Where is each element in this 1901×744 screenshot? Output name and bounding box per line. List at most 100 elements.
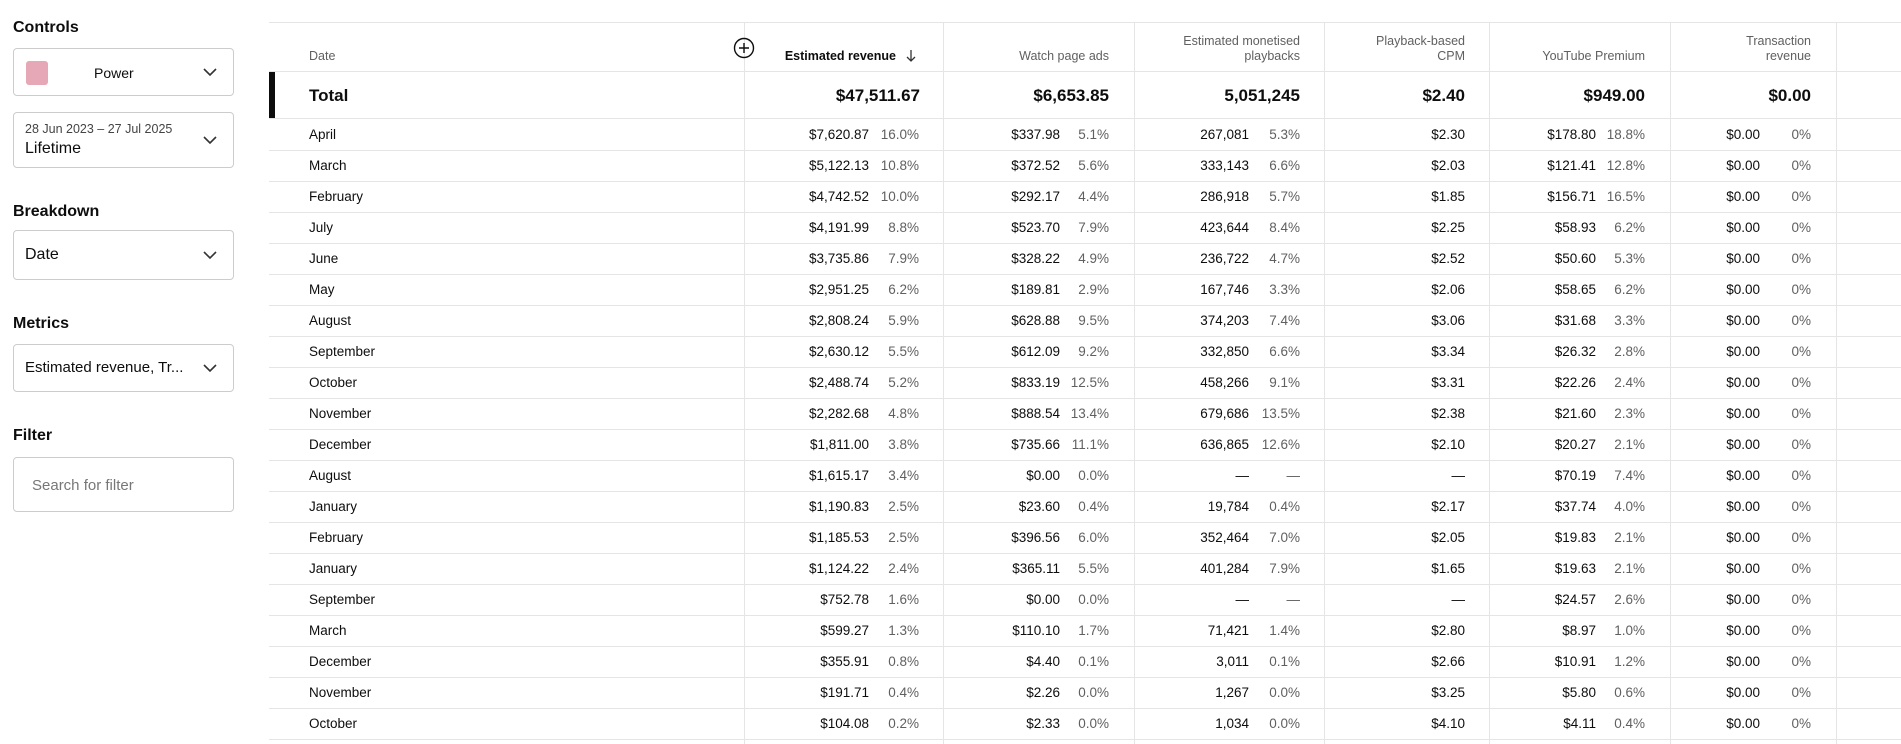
row-value: $2.30 <box>1431 127 1465 142</box>
channel-select[interactable]: Power <box>13 48 234 96</box>
row-value: $31.68 <box>1554 313 1596 328</box>
column-divider <box>1670 22 1671 744</box>
row-border <box>269 429 1901 430</box>
row-date: March <box>309 623 347 638</box>
row-percent: 8.4% <box>1269 220 1300 235</box>
row-value: $2.06 <box>1431 282 1465 297</box>
row-percent: 1.0% <box>1614 623 1645 638</box>
row-value: $833.19 <box>1011 375 1060 390</box>
row-value: $2.38 <box>1431 406 1465 421</box>
row-value: $1.85 <box>1431 189 1465 204</box>
header-cell[interactable]: Transaction revenue <box>1746 34 1811 63</box>
row-percent: 11.1% <box>1071 437 1109 452</box>
row-percent: 0.0% <box>1269 716 1300 731</box>
row-percent: 0.1% <box>1269 654 1300 669</box>
row-value: $0.00 <box>1726 282 1760 297</box>
header-date: Date <box>309 49 336 63</box>
row-date: January <box>309 499 358 514</box>
row-percent: 16.5% <box>1606 189 1645 204</box>
row-value: $2,282.68 <box>808 406 869 421</box>
row-date: September <box>309 592 376 607</box>
row-date: February <box>309 530 364 545</box>
row-date: December <box>309 654 372 669</box>
row-percent: 5.6% <box>1078 158 1109 173</box>
chevron <box>203 68 217 77</box>
row-value: $2,630.12 <box>808 344 869 359</box>
row-date: October <box>309 375 358 390</box>
row-value: $10.91 <box>1554 654 1596 669</box>
row-percent: 12.8% <box>1606 158 1645 173</box>
row-value: $4.10 <box>1431 716 1465 731</box>
row-value: $2.80 <box>1431 623 1465 638</box>
row-date: August <box>309 468 352 483</box>
row-percent: 0% <box>1791 592 1811 607</box>
row-percent: 4.9% <box>1078 251 1109 266</box>
row-percent: 1.4% <box>1269 623 1300 638</box>
row-value: 267,081 <box>1200 127 1249 142</box>
header-cell[interactable]: Watch page ads <box>1019 49 1109 63</box>
metrics-select[interactable]: Estimated revenue, Tr... <box>13 344 234 392</box>
row-value: $0.00 <box>1726 344 1760 359</box>
row-percent: 2.1% <box>1614 437 1645 452</box>
row-value: $0.00 <box>1726 189 1760 204</box>
row-value: 374,203 <box>1200 313 1249 328</box>
row-percent: 5.5% <box>1078 561 1109 576</box>
row-value: $2,951.25 <box>808 282 869 297</box>
row-percent: 7.0% <box>1269 530 1300 545</box>
row-value: $178.80 <box>1547 127 1596 142</box>
row-percent: 2.6% <box>1614 592 1645 607</box>
row-percent: 0% <box>1791 189 1811 204</box>
row-value: $0.00 <box>1726 220 1760 235</box>
row-value: $19.63 <box>1554 561 1596 576</box>
row-value: $0.00 <box>1026 592 1060 607</box>
row-value: $191.71 <box>820 685 869 700</box>
row-percent: 6.2% <box>1614 282 1645 297</box>
row-percent: 0% <box>1791 623 1811 638</box>
row-value: $189.81 <box>1011 282 1060 297</box>
header-cell[interactable]: Playback-based CPM <box>1376 34 1465 63</box>
row-percent: 9.2% <box>1078 344 1109 359</box>
header-cell[interactable]: Estimated monetised playbacks <box>1183 34 1300 63</box>
column-divider <box>1324 22 1325 744</box>
row-percent: 3.3% <box>1269 282 1300 297</box>
row-value: $0.00 <box>1726 313 1760 328</box>
row-value: $0.00 <box>1726 127 1760 142</box>
date-range: 28 Jun 2023 – 27 Jul 2025 <box>25 122 173 136</box>
row-percent: 2.1% <box>1614 530 1645 545</box>
header-cell[interactable]: YouTube Premium <box>1542 49 1645 63</box>
row-percent: 12.5% <box>1070 375 1109 390</box>
row-value: $121.41 <box>1547 158 1596 173</box>
row-border <box>269 212 1901 213</box>
row-value: $3.34 <box>1431 344 1465 359</box>
breakdown-select[interactable]: Date <box>13 230 234 280</box>
row-percent: 5.1% <box>1078 127 1109 142</box>
filter-input[interactable]: Search for filter <box>13 457 234 512</box>
row-value: 679,686 <box>1200 406 1249 421</box>
row-percent: 0.4% <box>1078 499 1109 514</box>
add-column-button[interactable] <box>733 37 755 59</box>
row-value: $599.27 <box>820 623 869 638</box>
row-percent: 0% <box>1791 127 1811 142</box>
date-select[interactable]: 28 Jun 2023 – 27 Jul 2025 Lifetime <box>13 112 234 168</box>
row-value: $0.00 <box>1726 406 1760 421</box>
row-date: July <box>309 220 334 235</box>
total-cell: $6,653.85 <box>1033 86 1109 105</box>
row-value: 71,421 <box>1207 623 1249 638</box>
row-percent: 5.5% <box>888 344 919 359</box>
row-value: $1,124.22 <box>808 561 869 576</box>
row-percent: 10.0% <box>880 189 919 204</box>
row-value: $8.97 <box>1562 623 1596 638</box>
row-value: $0.00 <box>1726 716 1760 731</box>
header-border <box>269 71 1901 72</box>
row-border <box>269 491 1901 492</box>
row-value: $4,742.52 <box>808 189 869 204</box>
row-value: $156.71 <box>1547 189 1596 204</box>
row-value: $612.09 <box>1011 344 1060 359</box>
row-value: $3,735.86 <box>808 251 869 266</box>
row-value: $1,811.00 <box>809 437 869 452</box>
row-value: $2.03 <box>1431 158 1465 173</box>
row-border <box>269 584 1901 585</box>
row-value: $110.10 <box>1012 623 1060 638</box>
row-percent: 0% <box>1791 251 1811 266</box>
header-cell[interactable]: Estimated revenue <box>784 49 896 63</box>
